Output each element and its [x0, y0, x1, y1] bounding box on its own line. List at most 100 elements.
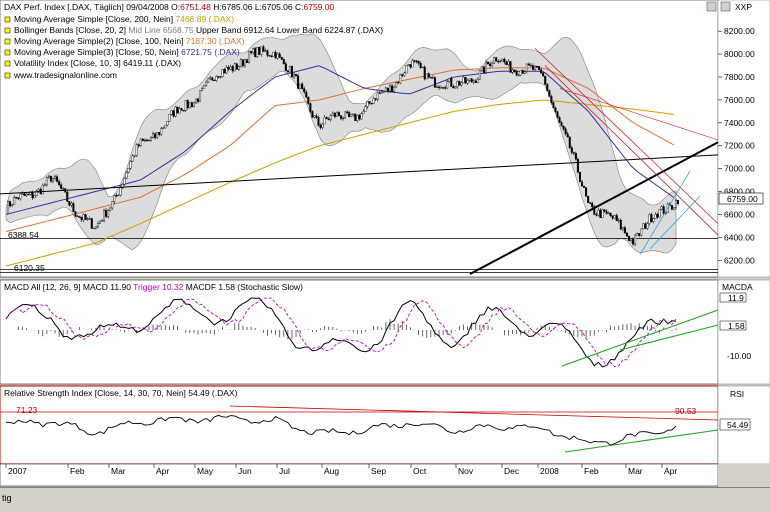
- candle-body: [623, 227, 626, 234]
- candle-body: [117, 194, 120, 197]
- candle-body: [66, 191, 69, 202]
- candle-body: [54, 176, 57, 180]
- candle-body: [315, 115, 318, 118]
- candle-body: [317, 117, 320, 126]
- macd-trigger-line: [5, 297, 677, 368]
- candle-body: [570, 147, 573, 153]
- candle-body: [276, 53, 279, 59]
- candle-body: [674, 199, 677, 209]
- candle-body: [241, 59, 244, 66]
- candle-body: [172, 110, 175, 117]
- candle-body: [564, 128, 567, 135]
- ma50-line: [5, 65, 675, 215]
- candle-body: [485, 61, 488, 73]
- candle-body: [372, 98, 375, 104]
- candle-body: [354, 113, 357, 121]
- time-tick-label: 2008: [540, 466, 559, 476]
- trendline-channel-1: [639, 170, 691, 255]
- candle-body: [143, 139, 146, 142]
- price-axis: 6200.00 6400.00 6600.00 6800.00 7000.00 7200.…: [718, 26, 755, 265]
- candle-body: [72, 203, 75, 212]
- candle-body: [425, 73, 428, 80]
- price-tick-label: 6400.00: [724, 232, 755, 242]
- candle-body: [227, 67, 230, 70]
- legend-ma50: Moving Average Simple(3) [Close, 50, Nei…: [14, 47, 240, 57]
- candle-body: [370, 102, 373, 105]
- candle-body: [366, 101, 369, 107]
- candle-body: [558, 117, 561, 123]
- candle-body: [7, 201, 10, 215]
- candle-body: [27, 193, 30, 196]
- panel-close-icon[interactable]: [706, 1, 717, 12]
- trendline-channel-2: [649, 195, 701, 250]
- candle-body: [233, 63, 236, 72]
- candle-body: [356, 114, 359, 121]
- candle-body: [409, 64, 412, 68]
- candle-body: [654, 214, 657, 219]
- legend-marker: [4, 72, 11, 79]
- candle-body: [444, 87, 447, 89]
- candle-body: [534, 66, 537, 70]
- candle-body: [529, 65, 532, 67]
- candle-body: [364, 106, 367, 112]
- candle-body: [403, 72, 406, 76]
- candle-body: [427, 73, 430, 78]
- candle-body: [601, 209, 604, 218]
- candle-body: [170, 110, 173, 115]
- price-tick-label: 7600.00: [724, 95, 755, 105]
- candle-body: [466, 80, 469, 84]
- candle-body: [650, 214, 653, 222]
- macd-lines: [5, 297, 719, 368]
- macd-axis-title: MACDA: [722, 282, 753, 292]
- rsi-line: [5, 414, 677, 446]
- macd-panel-bg: [0, 279, 719, 385]
- candle-body: [145, 139, 148, 142]
- candle-body: [417, 61, 420, 64]
- candle-body: [460, 82, 463, 86]
- candle-body: [217, 76, 220, 78]
- candle-body: [272, 51, 275, 57]
- candle-body: [538, 66, 541, 71]
- candle-body: [509, 61, 512, 73]
- candle-body: [180, 108, 183, 111]
- candle-body: [595, 214, 598, 216]
- candle-body: [194, 98, 197, 103]
- trendline-resistance-1: [534, 48, 719, 224]
- candle-body: [103, 210, 106, 221]
- candle-body: [319, 125, 322, 128]
- candle-body: [368, 101, 371, 104]
- candle-body: [21, 193, 24, 195]
- candle-body: [35, 190, 38, 196]
- candle-body: [358, 114, 361, 120]
- price-tick-label: 7800.00: [724, 72, 755, 82]
- candle-body: [262, 46, 265, 52]
- candle-body: [174, 106, 177, 117]
- candle-body: [213, 79, 216, 82]
- candle-body: [391, 85, 394, 93]
- candle-body: [585, 187, 588, 197]
- candle-body: [574, 153, 577, 160]
- candle-body: [548, 90, 551, 97]
- candle-body: [164, 124, 167, 129]
- candle-body: [454, 86, 457, 89]
- rsi-trendline-red: [229, 405, 719, 421]
- price-tick-label: 7400.00: [724, 118, 755, 128]
- candle-body: [225, 67, 228, 74]
- trend-lines: [0, 48, 719, 275]
- candle-body: [472, 80, 475, 83]
- candle-body: [442, 87, 445, 89]
- candle-body: [135, 144, 138, 156]
- candle-body: [380, 91, 383, 94]
- candle-body: [56, 176, 59, 182]
- candle-body: [125, 172, 128, 179]
- candle-body: [517, 74, 520, 77]
- candle-body: [274, 51, 277, 59]
- candle-body: [587, 196, 590, 203]
- candle-body: [307, 96, 310, 104]
- candle-body: [615, 215, 618, 222]
- candle-body: [190, 102, 193, 108]
- candle-body: [205, 81, 208, 86]
- panel-menu-icon[interactable]: [720, 1, 731, 12]
- candle-body: [299, 83, 302, 89]
